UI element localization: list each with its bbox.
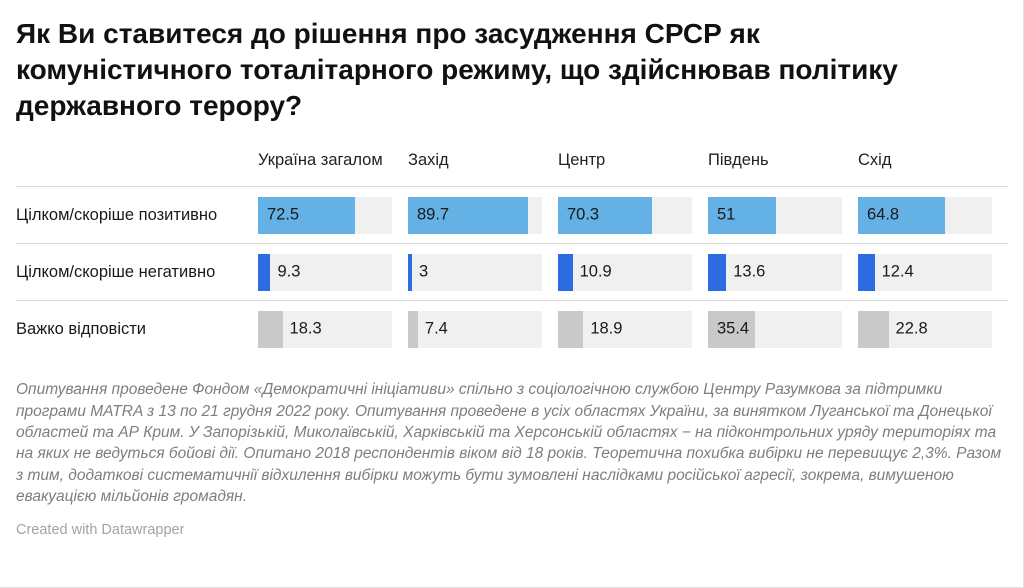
bar: [708, 253, 727, 291]
bar-cell: 7.4: [408, 310, 558, 348]
bar: [558, 310, 584, 348]
bar: [858, 253, 875, 291]
datawrapper-credit: Created with Datawrapper: [16, 521, 185, 538]
bar-cell: 10.9: [558, 253, 708, 291]
bar: [408, 196, 529, 234]
bar-table: Україна загалом Захід Центр Південь Схід…: [16, 140, 1008, 357]
bar: [258, 196, 356, 234]
bar-cell: 3: [408, 253, 558, 291]
bar-cell: 51: [708, 196, 858, 234]
bar-cell: 70.3: [558, 196, 708, 234]
bar-cell: 12.4: [858, 253, 1008, 291]
bar-cell: 9.3: [258, 253, 408, 291]
column-header-east: Схід: [858, 151, 892, 170]
bar-value-label: 7.4: [424, 319, 448, 338]
bar: [708, 310, 756, 348]
column-header-ukraine: Україна загалом: [258, 151, 383, 170]
bar-cell: 64.8: [858, 196, 1008, 234]
bar-track: 22.8: [858, 310, 992, 348]
row-label: Важко відповісти: [16, 319, 147, 338]
bar-track: 89.7: [408, 196, 542, 234]
column-header-south: Південь: [708, 151, 769, 170]
bar-value-label: 35.4: [717, 319, 750, 338]
methodology-note: Опитування проведене Фондом «Демократичн…: [16, 381, 1002, 506]
bar-value-label: 22.8: [895, 319, 928, 338]
bar-value-label: 9.3: [277, 262, 301, 281]
bar-track: 70.3: [558, 196, 692, 234]
bar: [858, 310, 889, 348]
bar-track: 10.9: [558, 253, 692, 291]
bar-value-label: 89.7: [417, 205, 450, 224]
chart-title: Як Ви ставитеся до рішення про засудженн…: [16, 18, 898, 122]
bar-track: 64.8: [858, 196, 992, 234]
bar: [558, 196, 653, 234]
bar-value-label: 70.3: [567, 205, 600, 224]
bar-cell: 22.8: [858, 310, 1008, 348]
bar-value-label: 10.9: [579, 262, 612, 281]
bar-track: 13.6: [708, 253, 842, 291]
bar-track: 35.4: [708, 310, 842, 348]
bar-cell: 18.9: [558, 310, 708, 348]
bar-value-label: 12.4: [881, 262, 914, 281]
bar-value-label: 13.6: [733, 262, 766, 281]
table-row-undecided: Важко відповісти 18.3 7.4 18.9: [16, 300, 1008, 357]
bar-cell: 13.6: [708, 253, 858, 291]
bar-value-label: 72.5: [267, 205, 300, 224]
bar-track: 3: [408, 253, 542, 291]
column-header-center: Центр: [558, 151, 606, 170]
bar: [408, 253, 413, 291]
bar-cell: 89.7: [408, 196, 558, 234]
row-label: Цілком/скоріше позитивно: [16, 205, 218, 224]
chart-page: Як Ви ставитеся до рішення про засудженн…: [16, 18, 1008, 538]
bar-value-label: 51: [717, 205, 736, 224]
bar-value-label: 18.9: [590, 319, 623, 338]
bar-cell: 18.3: [258, 310, 408, 348]
bar-value-label: 3: [419, 262, 429, 281]
bar-cell: 35.4: [708, 310, 858, 348]
table-row-negative: Цілком/скоріше негативно 9.3 3 10.9: [16, 243, 1008, 300]
bar-track: 51: [708, 196, 842, 234]
bar-value-label: 64.8: [867, 205, 900, 224]
bar-track: 18.9: [558, 310, 692, 348]
bar: [708, 196, 777, 234]
bar-cell: 72.5: [258, 196, 408, 234]
bar-track: 12.4: [858, 253, 992, 291]
column-header-west: Захід: [408, 151, 449, 170]
bar: [408, 310, 418, 348]
bar-track: 72.5: [258, 196, 392, 234]
bar: [258, 253, 271, 291]
bar-track: 7.4: [408, 310, 542, 348]
row-label: Цілком/скоріше негативно: [16, 262, 216, 281]
bar: [858, 196, 945, 234]
bar: [258, 310, 283, 348]
bar-track: 18.3: [258, 310, 392, 348]
bar: [558, 253, 573, 291]
bar-value-label: 18.3: [289, 319, 322, 338]
column-header-row: Україна загалом Захід Центр Південь Схід: [16, 140, 1008, 186]
table-row-positive: Цілком/скоріше позитивно 72.5 89.7 70.3: [16, 186, 1008, 243]
bar-track: 9.3: [258, 253, 392, 291]
